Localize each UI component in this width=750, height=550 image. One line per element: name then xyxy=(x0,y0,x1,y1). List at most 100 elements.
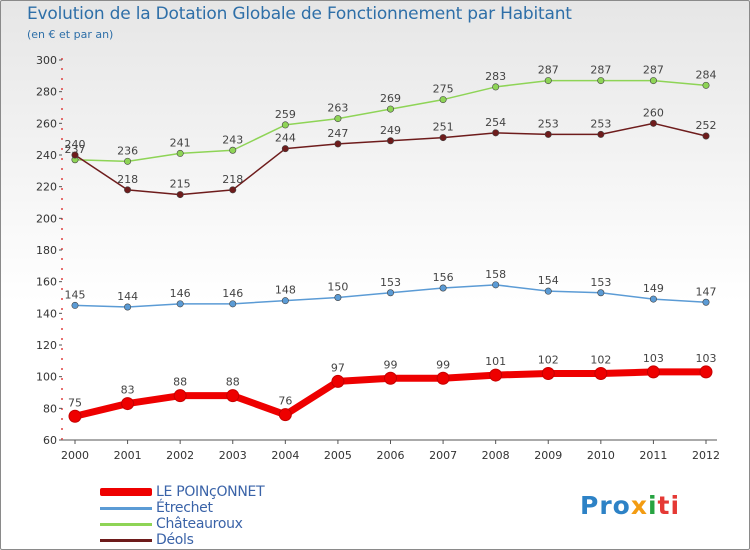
data-point xyxy=(176,191,184,199)
data-point xyxy=(699,365,713,379)
data-point xyxy=(71,301,79,309)
data-point xyxy=(492,281,500,289)
legend-swatch xyxy=(100,522,152,526)
data-point xyxy=(173,389,187,403)
data-point xyxy=(492,129,500,137)
data-point xyxy=(68,409,82,423)
data-point xyxy=(386,105,394,113)
legend-label: Déols xyxy=(156,532,194,548)
data-point xyxy=(646,365,660,379)
x-tick-label: 2010 xyxy=(587,449,615,462)
data-point xyxy=(124,157,132,165)
x-tick-label: 2009 xyxy=(534,449,562,462)
y-tick-label: 240 xyxy=(36,149,57,162)
data-point xyxy=(597,289,605,297)
data-point xyxy=(597,77,605,85)
data-label: 101 xyxy=(485,355,506,368)
data-label: 284 xyxy=(696,68,717,81)
data-label: 99 xyxy=(436,358,450,371)
data-label: 158 xyxy=(485,268,506,281)
data-point xyxy=(439,96,447,104)
data-point xyxy=(229,186,237,194)
y-tick-label: 180 xyxy=(36,244,57,257)
data-point xyxy=(489,368,503,382)
data-point xyxy=(702,81,710,89)
data-point xyxy=(121,397,135,411)
data-label: 218 xyxy=(222,173,243,186)
data-label: 254 xyxy=(485,116,506,129)
data-label: 156 xyxy=(433,271,454,284)
data-point xyxy=(331,374,345,388)
data-label: 149 xyxy=(643,282,664,295)
y-tick-label: 260 xyxy=(36,117,57,130)
data-label: 283 xyxy=(485,70,506,83)
data-label: 249 xyxy=(380,124,401,137)
data-point xyxy=(384,371,397,385)
y-tick-label: 100 xyxy=(36,371,57,384)
x-tick-label: 2003 xyxy=(219,449,247,462)
data-point xyxy=(492,83,500,91)
data-point xyxy=(702,132,710,140)
data-label: 218 xyxy=(117,173,138,186)
data-label: 88 xyxy=(226,376,240,389)
data-point xyxy=(439,134,447,142)
data-label: 102 xyxy=(590,354,611,367)
data-label: 247 xyxy=(327,127,348,140)
y-tick-label: 280 xyxy=(36,86,57,99)
data-label: 240 xyxy=(65,138,86,151)
data-label: 102 xyxy=(538,354,559,367)
data-label: 76 xyxy=(278,395,292,408)
data-label: 150 xyxy=(327,281,348,294)
data-point xyxy=(334,115,342,123)
data-point xyxy=(649,77,657,85)
data-label: 88 xyxy=(173,376,187,389)
data-label: 243 xyxy=(222,133,243,146)
data-label: 263 xyxy=(327,102,348,115)
x-tick-label: 2002 xyxy=(166,449,194,462)
x-tick-label: 2012 xyxy=(692,449,720,462)
data-label: 148 xyxy=(275,284,296,297)
legend-item: Châteauroux xyxy=(100,516,264,532)
proxiti-logo: Proxiti xyxy=(580,491,681,520)
data-point xyxy=(278,408,292,422)
data-point xyxy=(439,284,447,292)
legend-item: Étrechet xyxy=(100,500,264,516)
data-point xyxy=(702,298,710,306)
data-point xyxy=(544,287,552,295)
data-point xyxy=(544,130,552,138)
data-label: 287 xyxy=(643,64,664,77)
data-label: 215 xyxy=(170,178,191,191)
data-point xyxy=(386,289,394,297)
x-tick-label: 2005 xyxy=(324,449,352,462)
y-tick-label: 120 xyxy=(36,339,57,352)
y-tick-label: 140 xyxy=(36,307,57,320)
legend-swatch xyxy=(100,506,152,510)
y-tick-label: 200 xyxy=(36,212,57,225)
y-tick-label: 60 xyxy=(43,434,57,447)
data-label: 145 xyxy=(65,288,86,301)
data-point xyxy=(334,293,342,301)
legend: LE POINçONNET Étrechet Châteauroux Déols xyxy=(100,484,265,548)
x-tick-label: 2011 xyxy=(639,449,667,462)
chart-title: Evolution de la Dotation Globale de Fonc… xyxy=(27,4,572,24)
data-point xyxy=(71,151,79,159)
data-point xyxy=(281,145,289,153)
data-label: 154 xyxy=(538,274,559,287)
x-tick-label: 2008 xyxy=(482,449,510,462)
data-label: 103 xyxy=(643,352,664,365)
data-point xyxy=(386,137,394,145)
x-tick-label: 2001 xyxy=(114,449,142,462)
data-label: 97 xyxy=(331,361,345,374)
x-tick-label: 2006 xyxy=(377,449,405,462)
data-point xyxy=(281,297,289,305)
data-point xyxy=(124,303,132,311)
data-label: 99 xyxy=(384,358,398,371)
data-label: 236 xyxy=(117,144,138,157)
data-label: 253 xyxy=(590,117,611,130)
data-label: 287 xyxy=(590,64,611,77)
data-point xyxy=(436,371,450,385)
data-label: 260 xyxy=(643,106,664,119)
y-tick-label: 160 xyxy=(36,276,57,289)
